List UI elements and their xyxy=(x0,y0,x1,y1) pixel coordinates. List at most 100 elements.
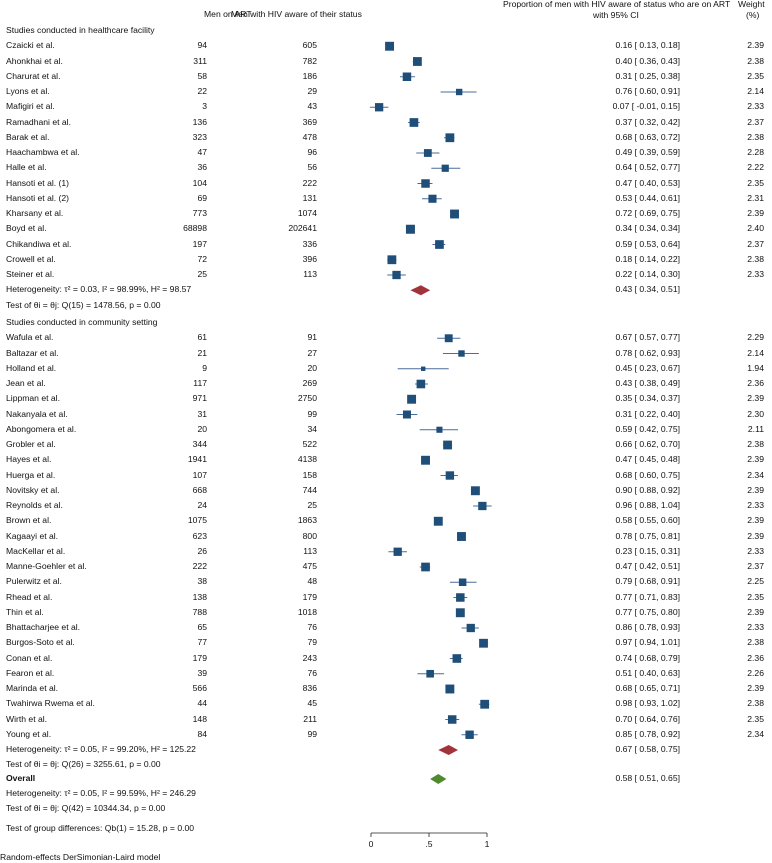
study-weight: 2.22 xyxy=(747,162,764,173)
subgroup-test-0: Test of θi = θj: Q(15) = 1478.56, p = 0.… xyxy=(6,299,161,310)
study-men-on-art: 26 xyxy=(197,545,207,556)
study-men-aware: 131 xyxy=(302,192,317,203)
study-marker xyxy=(402,410,411,419)
study-weight: 2.31 xyxy=(747,192,764,203)
study-men-on-art: 25 xyxy=(197,269,207,279)
study-ci: 0.97 [ 0.94, 1.01] xyxy=(615,637,680,648)
study-ci: 0.37 [ 0.32, 0.42] xyxy=(615,116,680,127)
study-marker xyxy=(444,334,453,343)
study-ci: 0.77 [ 0.71, 0.83] xyxy=(615,591,680,602)
study-men-aware: 179 xyxy=(302,591,317,602)
study-men-aware: 475 xyxy=(302,561,317,571)
study-name: Chikandiwa et al. xyxy=(6,238,72,249)
study-men-on-art: 20 xyxy=(197,423,207,434)
study-men-aware: 836 xyxy=(302,683,317,693)
study-men-aware: 34 xyxy=(307,423,317,434)
study-weight: 2.40 xyxy=(747,223,764,234)
study-ci: 0.31 [ 0.22, 0.40] xyxy=(615,408,680,419)
study-men-on-art: 21 xyxy=(197,347,207,358)
study-men-aware: 478 xyxy=(302,131,317,142)
study-marker xyxy=(436,426,443,433)
study-ci: 0.22 [ 0.14, 0.30] xyxy=(615,269,680,279)
study-men-aware: 186 xyxy=(302,70,317,81)
study-men-on-art: 311 xyxy=(193,55,207,66)
study-men-on-art: 65 xyxy=(197,622,207,632)
study-men-on-art: 117 xyxy=(193,378,207,388)
study-weight: 2.37 xyxy=(747,116,764,127)
study-men-aware: 269 xyxy=(302,378,317,388)
study-ci: 0.68 [ 0.65, 0.71] xyxy=(615,683,680,693)
group-title-1: Studies conducted in community setting xyxy=(6,317,158,327)
study-ci: 0.68 [ 0.63, 0.72] xyxy=(615,131,680,142)
study-ci: 0.90 [ 0.88, 0.92] xyxy=(615,484,680,495)
study-marker xyxy=(443,440,452,450)
overall-heterogeneity: Heterogeneity: τ² = 0.05, I² = 99.59%, H… xyxy=(6,788,196,798)
study-men-on-art: 94 xyxy=(197,40,207,51)
study-men-on-art: 104 xyxy=(192,177,207,188)
study-men-aware: 744 xyxy=(302,484,317,495)
study-weight: 2.38 xyxy=(747,637,764,648)
study-name: Lippman et al. xyxy=(6,393,60,404)
overall-test: Test of θi = θj: Q(42) = 10344.34, p = 0… xyxy=(6,803,166,813)
study-men-on-art: 222 xyxy=(192,561,207,571)
study-ci: 0.68 [ 0.60, 0.75] xyxy=(615,469,680,480)
study-marker xyxy=(480,699,490,709)
study-name: Halle et al. xyxy=(6,162,47,173)
x-axis-tick-label: 1 xyxy=(484,839,490,849)
study-men-aware: 113 xyxy=(303,269,317,279)
study-marker xyxy=(385,41,395,51)
subgroup-heterogeneity-0: Heterogeneity: τ² = 0.03, I² = 98.99%, H… xyxy=(6,284,192,295)
study-marker xyxy=(416,379,426,389)
study-name: Fearon et al. xyxy=(6,667,55,678)
study-weight: 2.35 xyxy=(747,591,764,602)
study-weight: 2.38 xyxy=(747,55,764,66)
study-name: Wirth et al. xyxy=(6,713,48,724)
study-name: Huerga et al. xyxy=(6,469,56,480)
study-marker xyxy=(447,715,457,724)
subgroup-ci-1: 0.67 [ 0.58, 0.75] xyxy=(615,744,680,754)
study-men-aware: 369 xyxy=(302,116,317,127)
study-marker xyxy=(387,255,397,265)
study-marker xyxy=(413,57,422,66)
study-name: Twahirwa Rwema et al. xyxy=(6,698,95,709)
study-men-on-art: 668 xyxy=(192,484,207,495)
study-men-aware: 211 xyxy=(303,713,317,724)
study-men-on-art: 9 xyxy=(202,362,207,373)
study-men-aware: 222 xyxy=(302,177,317,188)
study-name: Wafula et al. xyxy=(6,332,54,343)
study-weight: 2.34 xyxy=(747,728,764,739)
study-name: Barak et al. xyxy=(6,131,50,142)
study-name: Grobler et al. xyxy=(6,439,56,449)
study-name: Kagaayi et al. xyxy=(6,530,59,541)
study-marker xyxy=(421,562,430,572)
study-men-aware: 782 xyxy=(302,55,317,66)
study-marker xyxy=(478,501,487,511)
study-ci: 0.51 [ 0.40, 0.63] xyxy=(615,667,680,678)
study-weight: 2.39 xyxy=(747,683,764,693)
study-men-aware: 29 xyxy=(307,86,317,96)
study-marker xyxy=(455,608,465,618)
study-name: Crowell et al. xyxy=(6,253,56,264)
study-name: Pulerwitz et al. xyxy=(6,576,62,587)
study-weight: 2.39 xyxy=(747,208,764,218)
study-marker xyxy=(407,394,417,404)
study-weight: 2.34 xyxy=(747,469,764,480)
study-name: Rhead et al. xyxy=(6,591,53,602)
study-ci: 0.47 [ 0.42, 0.51] xyxy=(615,561,680,571)
overall-label: Overall xyxy=(6,773,36,783)
study-men-on-art: 107 xyxy=(192,469,207,480)
study-weight: 2.25 xyxy=(747,576,764,587)
study-name: Baltazar et al. xyxy=(6,347,59,358)
header-weight-line2: (%) xyxy=(746,10,760,20)
study-men-on-art: 31 xyxy=(197,408,207,419)
study-marker xyxy=(466,623,475,633)
study-marker xyxy=(409,118,419,127)
study-name: Hayes et al. xyxy=(6,454,52,465)
study-men-on-art: 566 xyxy=(192,683,207,693)
study-men-on-art: 138 xyxy=(192,591,207,602)
study-marker xyxy=(479,638,488,648)
study-ci: 0.40 [ 0.36, 0.43] xyxy=(615,55,680,66)
study-weight: 2.30 xyxy=(747,408,764,419)
study-men-aware: 396 xyxy=(302,253,317,264)
study-men-aware: 522 xyxy=(302,439,317,449)
